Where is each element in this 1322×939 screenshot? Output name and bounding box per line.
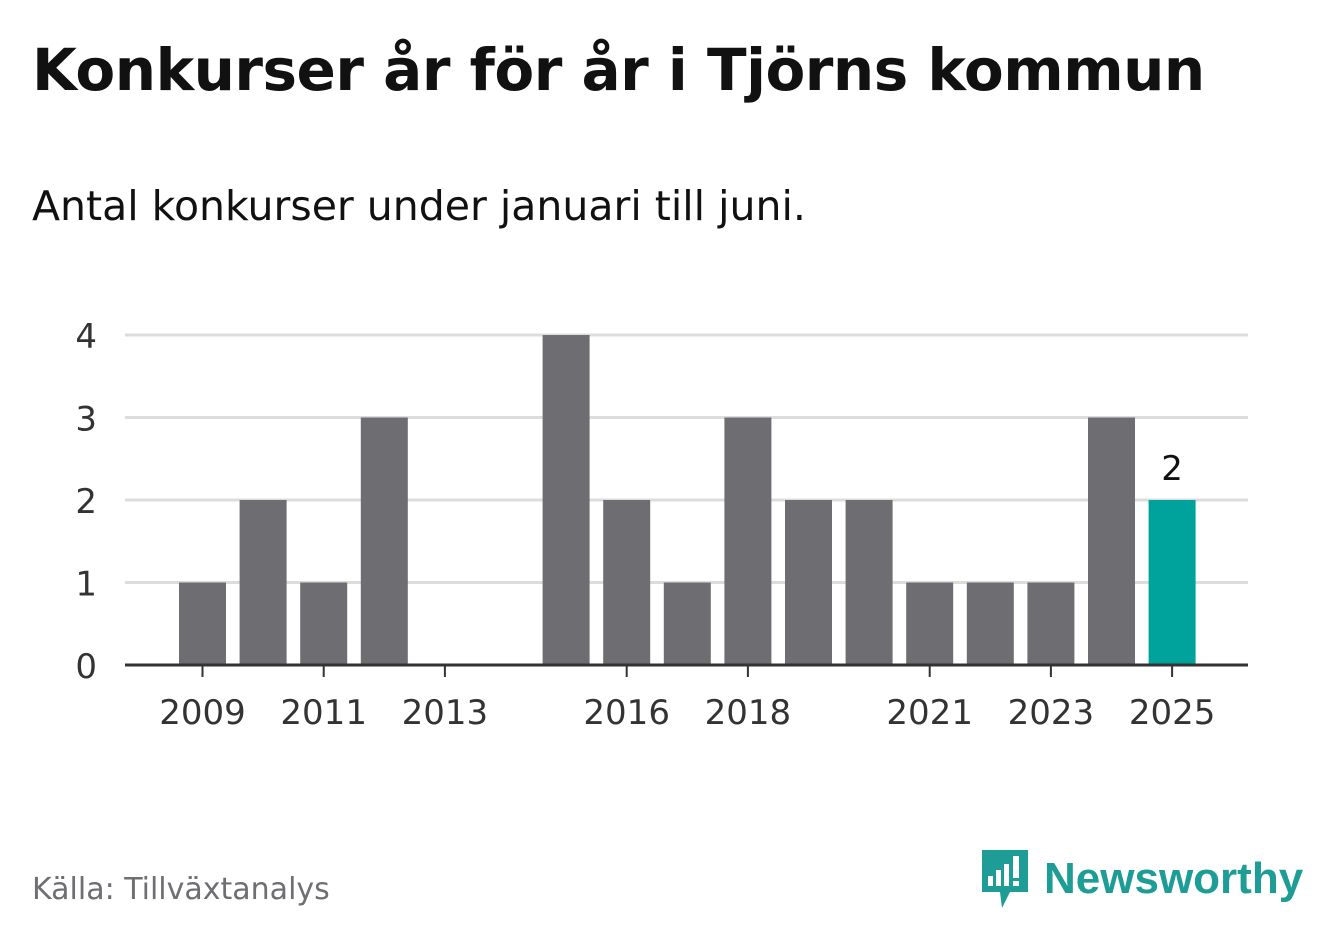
bar-chart: 0 1 2 3 4 2009 2011 2013 2016 2018 2021 2023 2025 2: [75, 317, 1248, 733]
bar: [239, 500, 287, 665]
bar: [1088, 417, 1135, 665]
y-tick-label: 1: [75, 565, 97, 605]
newsworthy-logo-icon: [982, 850, 1028, 908]
bar: [603, 500, 651, 665]
data-label: 2: [1161, 449, 1183, 489]
y-tick-label: 4: [75, 317, 97, 357]
brand: Newsworthy: [980, 848, 1303, 910]
y-tick-label: 0: [75, 647, 97, 687]
brand-name: Newsworthy: [1044, 854, 1304, 903]
x-tick-label: 2018: [705, 693, 792, 733]
x-tick-label: 2025: [1129, 693, 1216, 733]
bar: [724, 417, 772, 665]
source-note: Källa: Tillväxtanalys: [32, 872, 330, 907]
chart-title: Konkurser år för år i Tjörns kommun: [32, 36, 1205, 104]
x-tick-label: 2016: [583, 693, 670, 733]
bar: [300, 582, 348, 665]
bar: [845, 500, 893, 665]
bar: [785, 500, 832, 665]
bar: [542, 335, 590, 665]
x-tick-label: 2009: [159, 693, 246, 733]
x-tick-label: 2013: [402, 693, 489, 733]
bar: [360, 417, 408, 665]
y-tick-label: 3: [75, 400, 97, 440]
y-tick-label: 2: [75, 482, 97, 522]
bar: [966, 582, 1014, 665]
bar: [1027, 582, 1075, 665]
x-tick-label: 2023: [1008, 693, 1095, 733]
bar: [906, 582, 954, 665]
bar: [1148, 500, 1196, 665]
bar: [179, 582, 226, 665]
x-tick-label: 2021: [886, 693, 973, 733]
bar: [663, 582, 711, 665]
chart-subtitle: Antal konkurser under januari till juni.: [32, 182, 806, 230]
x-tick-label: 2011: [280, 693, 367, 733]
